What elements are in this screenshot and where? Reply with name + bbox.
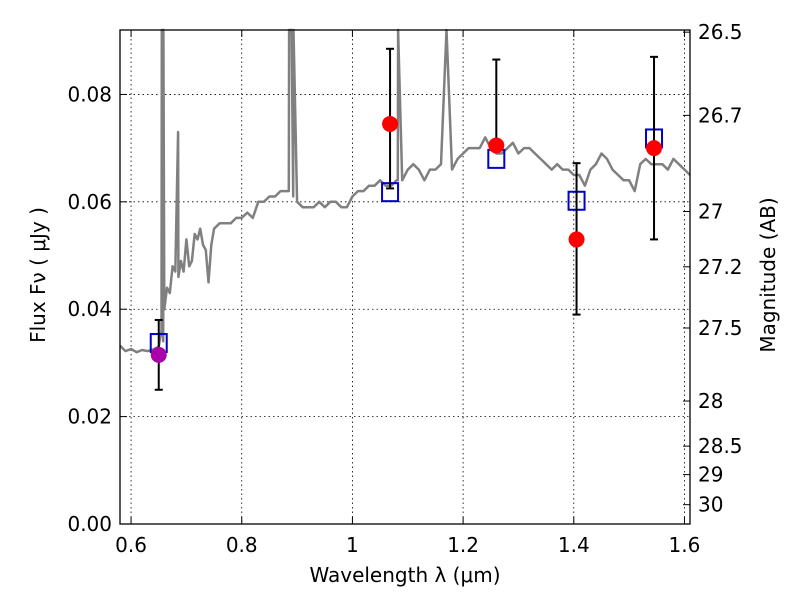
plot-frame <box>119 29 691 525</box>
right-tick-label: 28 <box>698 389 723 413</box>
grid <box>120 30 690 525</box>
y-axis-ticks: 0.00 0.02 0.04 0.06 0.08 <box>67 82 127 536</box>
right-tick-label: 28.5 <box>698 434 743 458</box>
right-tick-label: 27.2 <box>698 255 743 279</box>
y-tick-label: 0.02 <box>67 405 112 429</box>
circle-marker <box>646 140 663 157</box>
x-tick-label: 1 <box>346 533 359 557</box>
y-tick-label: 0.06 <box>67 190 112 214</box>
circle-marker <box>382 115 399 132</box>
x-tick-label: 0.8 <box>226 533 258 557</box>
right-tick-label: 27.5 <box>698 316 743 340</box>
right-tick-label: 26.7 <box>698 103 743 127</box>
right-tick-label: 29 <box>698 463 723 487</box>
x-axis-ticks: 0.6 0.8 1 1.2 1.4 1.6 <box>115 30 700 557</box>
x-axis-title: Wavelength λ (μm) <box>309 563 500 587</box>
model-spectrum <box>119 28 691 354</box>
right-tick-label: 30 <box>698 493 723 517</box>
circle-marker <box>150 346 167 363</box>
x-tick-label: 1.6 <box>669 533 701 557</box>
circle-marker <box>568 231 585 248</box>
x-tick-label: 1.2 <box>447 533 479 557</box>
right-tick-label: 26.5 <box>698 20 743 44</box>
right-tick-label: 27 <box>698 199 723 223</box>
circle-marker <box>488 137 505 154</box>
x-tick-label: 0.6 <box>115 533 147 557</box>
y-axis-title: Flux Fν ( μJy ) <box>26 207 50 343</box>
y-tick-label: 0.08 <box>67 82 112 106</box>
right-axis-title: Magnitude (AB) <box>756 197 780 352</box>
right-axis-ticks: 26.5 26.7 27 27.2 27.5 28 28.5 29 30 <box>683 20 743 517</box>
data-markers <box>149 47 664 391</box>
y-tick-label: 0.04 <box>67 297 112 321</box>
x-tick-label: 1.4 <box>558 533 590 557</box>
spectrum-line <box>119 28 691 354</box>
y-tick-label: 0.00 <box>67 512 112 536</box>
